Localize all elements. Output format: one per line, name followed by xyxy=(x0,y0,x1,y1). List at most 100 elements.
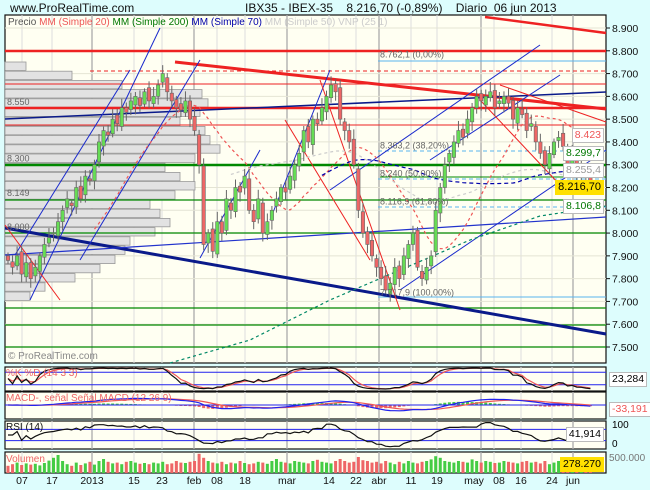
legend-sma200[interactable]: MM (Simple 200) xyxy=(112,17,189,28)
volume-bar xyxy=(220,461,224,473)
candle xyxy=(369,240,374,257)
volume-bar xyxy=(252,463,256,473)
volume-bar xyxy=(115,462,119,473)
volume-bar xyxy=(347,462,351,473)
volume-bar xyxy=(438,457,442,473)
date-label: 24 xyxy=(546,475,558,487)
macd-histogram-bar xyxy=(552,405,556,407)
candle xyxy=(465,118,470,134)
volume-bar xyxy=(20,465,24,473)
macd-histogram-bar xyxy=(566,405,570,407)
level-label: 8.300 xyxy=(7,154,30,164)
volume-bar xyxy=(29,464,33,473)
macd-histogram-bar xyxy=(92,403,96,405)
legend-sma20[interactable]: MM (Simple 20) xyxy=(39,17,110,28)
candle xyxy=(520,108,525,115)
candle xyxy=(397,265,402,279)
volume-bar xyxy=(197,453,201,473)
legend-sma70[interactable]: MM (Simple 70) xyxy=(191,17,262,28)
macd-histogram-bar xyxy=(538,405,542,407)
date-label: 23 xyxy=(156,475,168,487)
downtrend-line xyxy=(484,15,607,35)
fibonacci-label: 7.717,9 (100,00%) xyxy=(380,287,454,297)
volume-profile-bar xyxy=(4,116,181,126)
chart-title: IBX35 - IBEX-35 8.216,70 (-0,89%) Diario… xyxy=(245,1,557,15)
volume-profile-bar xyxy=(4,282,46,292)
candle xyxy=(78,185,83,200)
candle xyxy=(392,266,397,285)
volume-bar xyxy=(429,459,433,473)
candle xyxy=(306,126,311,143)
macd-histogram-bar xyxy=(557,405,561,407)
volume-bar xyxy=(352,461,356,473)
volume-bar xyxy=(343,461,347,473)
candle xyxy=(119,107,124,127)
volume-bar xyxy=(229,462,233,473)
macd-histogram-bar xyxy=(102,403,106,405)
candle xyxy=(15,255,20,267)
volume-bar xyxy=(183,463,187,473)
date-label: 18 xyxy=(239,475,251,487)
volume-bar xyxy=(397,461,401,473)
volume-bar xyxy=(315,459,319,473)
volume-bar xyxy=(234,463,237,473)
volume-bar xyxy=(293,461,297,473)
candle xyxy=(315,118,320,125)
candle xyxy=(192,116,197,131)
candle xyxy=(60,209,65,222)
volume-bar xyxy=(111,463,115,473)
candle xyxy=(206,232,211,244)
volume-bar xyxy=(470,459,474,473)
candle xyxy=(37,255,42,272)
legend-sma50[interactable]: MM (Simple 50) xyxy=(264,17,336,28)
candle xyxy=(233,187,238,212)
candle xyxy=(251,209,256,222)
volume-bar xyxy=(334,461,338,473)
volume-bar xyxy=(534,461,538,473)
sma70-line xyxy=(321,158,591,185)
date-label: 19 xyxy=(431,475,443,487)
legend-vnp[interactable]: VNP (25 1) xyxy=(338,17,388,28)
fibonacci-label: 8.116,9 (61,80%) xyxy=(380,196,448,206)
candle xyxy=(288,175,293,190)
candle xyxy=(547,153,552,170)
candle xyxy=(10,261,15,268)
candle xyxy=(97,141,102,163)
volume-bar xyxy=(211,462,215,473)
volume-bar xyxy=(484,461,488,473)
candle xyxy=(133,96,138,106)
volume-value: 278.270 xyxy=(560,457,604,472)
volume-profile-bar xyxy=(4,89,203,99)
candle xyxy=(165,77,170,93)
date-label: 07 xyxy=(16,475,28,487)
volume-bar xyxy=(15,462,19,473)
volume-bar xyxy=(133,462,137,473)
volume-bar xyxy=(538,463,542,473)
volume-profile-bar xyxy=(4,263,101,274)
volume-bar xyxy=(497,462,501,473)
volume-bar xyxy=(202,457,206,473)
stoch-value: 23,284 xyxy=(609,372,648,387)
candle xyxy=(247,178,252,211)
volume-bar xyxy=(543,461,547,473)
volume-bar xyxy=(6,465,10,473)
panel-1 xyxy=(4,366,607,392)
date-label: 08 xyxy=(211,475,223,487)
volume-bar xyxy=(120,464,124,473)
macd-histogram-bar xyxy=(234,405,237,407)
candle xyxy=(365,231,370,245)
date-label: 17 xyxy=(46,475,58,487)
macd-histogram-bar xyxy=(188,405,192,407)
fibonacci-label: 8.240 (50,00%) xyxy=(380,168,442,178)
volume-bar xyxy=(338,459,342,473)
candle xyxy=(83,175,88,196)
volume-bar xyxy=(475,461,479,473)
candle xyxy=(224,198,229,231)
macd-value: -33,191 xyxy=(609,402,650,417)
price-tick-label: 7.500 xyxy=(612,342,638,354)
volume-bar xyxy=(302,462,306,473)
volume-bar xyxy=(320,461,324,473)
volume-bar xyxy=(402,463,406,473)
volume-profile-bar xyxy=(4,135,211,145)
